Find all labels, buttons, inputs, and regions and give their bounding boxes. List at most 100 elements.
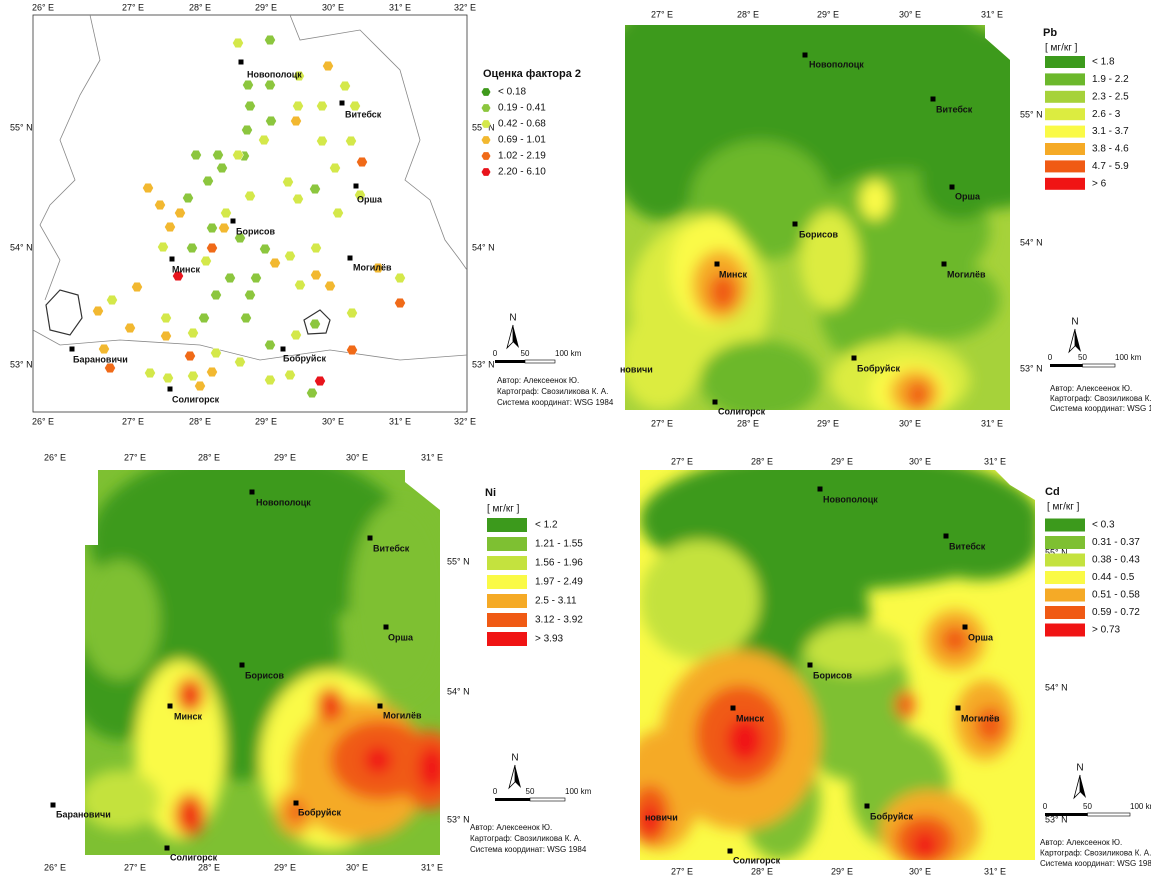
raster-zone — [418, 746, 446, 790]
legend-swatch — [487, 537, 527, 551]
city-marker — [728, 849, 733, 854]
legend-label: 0.19 - 0.41 — [498, 103, 546, 114]
lon-label: 29° E — [831, 456, 853, 466]
map-sheet: 26° E 26° E 27° E 27° E 28° E 28° E 29° E 29° E… — [0, 0, 1151, 876]
legend-label: 1.97 - 2.49 — [535, 577, 583, 588]
raster-zone — [920, 140, 1000, 220]
lon-label: 28° E — [189, 416, 211, 426]
city-marker — [808, 663, 813, 668]
city-marker — [51, 803, 56, 808]
legend-swatch — [487, 613, 527, 627]
scale-label: 0 — [1048, 353, 1053, 362]
lat-label: 55° N — [10, 122, 33, 132]
city-marker — [250, 490, 255, 495]
credit-line: Система координат: WSG 1984 — [497, 398, 614, 407]
city-marker — [865, 804, 870, 809]
city-label: Минск — [719, 269, 747, 279]
city-label: Новополоцк — [256, 497, 311, 507]
legend-label: 1.9 - 2.2 — [1092, 74, 1129, 85]
raster-zone — [907, 381, 929, 409]
city-marker — [963, 625, 968, 630]
raster-zone — [860, 180, 890, 220]
legend-swatch — [482, 152, 491, 160]
city-label: Витебск — [345, 109, 382, 119]
legend-title: Cd — [1045, 486, 1060, 498]
lon-label: 29° E — [817, 9, 839, 19]
city-label: Витебск — [373, 543, 410, 553]
lon-label: 31° E — [984, 866, 1006, 876]
legend-swatch — [487, 594, 527, 608]
raster-zone — [326, 697, 338, 715]
legend-label: 0.31 - 0.37 — [1092, 537, 1140, 548]
lon-label: 27° E — [651, 9, 673, 19]
lon-label: 26° E — [32, 2, 54, 12]
raster-zone — [185, 687, 199, 705]
legend-label: < 0.18 — [498, 87, 527, 98]
credit-line: Картограф: Свозиликова К. А. — [497, 387, 608, 396]
city-label: Орша — [968, 632, 994, 642]
lon-label: 30° E — [346, 862, 368, 872]
scale-bar — [495, 798, 530, 801]
north-arrow — [1080, 775, 1086, 798]
lon-label: 29° E — [274, 862, 296, 872]
scale-label: 50 — [1078, 353, 1087, 362]
scale-label: 100 km — [1130, 802, 1151, 811]
city-marker — [378, 704, 383, 709]
lon-label: 28° E — [751, 456, 773, 466]
scale-label: 0 — [493, 349, 498, 358]
city-label: Бобруйск — [857, 363, 900, 373]
legend-title: Pb — [1043, 27, 1057, 39]
lat-label: 54° N — [472, 242, 495, 252]
legend-swatch — [487, 556, 527, 570]
lat-label: 54° N — [1045, 682, 1068, 692]
lat-label: 53° N — [472, 359, 495, 369]
city-label: Могилёв — [947, 269, 986, 279]
raster-zone — [80, 560, 160, 680]
north-label: N — [1076, 763, 1083, 774]
lon-label: 30° E — [322, 2, 344, 12]
legend-label: 0.59 - 0.72 — [1092, 607, 1140, 618]
scale-bar — [1045, 813, 1088, 816]
city-label: Солигорск — [718, 406, 766, 416]
credit-line: Картограф: Свозиликова К. А. — [1050, 394, 1151, 403]
credit-line: Автор: Алексеенок Ю. — [1050, 384, 1132, 393]
city-marker — [239, 60, 244, 65]
lon-label: 31° E — [421, 862, 443, 872]
north-arrow — [509, 765, 515, 788]
lon-label: 27° E — [124, 452, 146, 462]
city-marker — [384, 625, 389, 630]
lon-label: 27° E — [124, 862, 146, 872]
legend-swatch — [1045, 606, 1085, 619]
north-label: N — [511, 753, 518, 764]
city-marker — [294, 801, 299, 806]
lon-label: 28° E — [198, 452, 220, 462]
city-marker — [165, 846, 170, 851]
legend-swatch — [1045, 589, 1085, 602]
city-label: Минск — [172, 264, 200, 274]
city-marker — [715, 262, 720, 267]
lon-label: 27° E — [651, 418, 673, 428]
legend-label: 1.02 - 2.19 — [498, 151, 546, 162]
city-marker — [368, 536, 373, 541]
scale-label: 100 km — [555, 349, 582, 358]
city-marker — [944, 534, 949, 539]
raster-zone — [183, 806, 199, 826]
raster-zone — [640, 540, 760, 660]
legend-label: 2.3 - 2.5 — [1092, 91, 1129, 102]
legend-swatch — [1045, 126, 1085, 138]
lon-label: 27° E — [122, 416, 144, 426]
lon-label: 27° E — [122, 2, 144, 12]
city-label: Солигорск — [172, 394, 220, 404]
scale-bar — [1088, 813, 1131, 816]
lon-label: 26° E — [32, 416, 54, 426]
lon-label: 29° E — [255, 416, 277, 426]
scale-bar — [1083, 364, 1116, 367]
lon-label: 31° E — [981, 418, 1003, 428]
north-arrow — [1074, 775, 1080, 798]
city-marker — [354, 184, 359, 189]
city-label: Борисов — [245, 670, 284, 680]
legend-swatch — [482, 88, 491, 96]
lon-label: 28° E — [189, 2, 211, 12]
credit-line: Система координат: WSG 1984 — [1040, 859, 1151, 868]
lon-label: 32° E — [454, 2, 476, 12]
